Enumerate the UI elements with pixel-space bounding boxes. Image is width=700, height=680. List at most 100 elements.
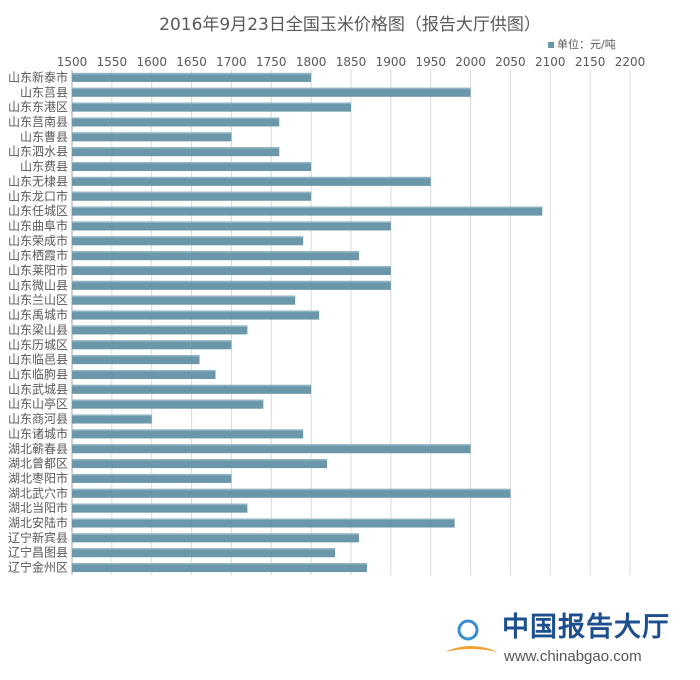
category-label: 湖北安陆市	[8, 515, 68, 530]
x-tick-label: 1600	[136, 55, 167, 69]
bar-highlight	[72, 236, 304, 238]
bar-highlight	[72, 518, 455, 521]
bar	[72, 162, 312, 172]
category-label: 湖北武穴市	[8, 485, 68, 500]
bar-highlight	[72, 414, 152, 417]
legend-swatch	[548, 41, 554, 48]
bar-highlight	[72, 399, 264, 402]
category-label: 辽宁昌图县	[8, 545, 68, 560]
bar	[72, 533, 359, 543]
legend-label: 单位：元/吨	[557, 38, 616, 51]
bar-highlight	[72, 310, 320, 313]
x-tick-label: 2000	[455, 55, 486, 69]
category-label: 山东商河县	[8, 411, 68, 426]
category-label: 山东诸城市	[8, 426, 68, 441]
bar	[72, 251, 359, 261]
bar-highlight	[72, 191, 312, 194]
legend: 单位：元/吨	[548, 38, 616, 51]
bar-highlight	[72, 266, 391, 268]
watermark-logo: 中国报告大厅 www.chinabgao.com	[440, 610, 690, 670]
bar	[72, 340, 232, 350]
category-label: 山东荣成市	[8, 233, 68, 248]
x-tick-label: 1900	[376, 55, 407, 69]
bar	[72, 369, 216, 379]
bar-highlight	[72, 488, 511, 491]
bar-highlight	[72, 459, 328, 461]
category-label: 山东费县	[20, 160, 68, 174]
bar	[72, 87, 471, 97]
bar-chart: 1500 1550 1600 1650 1700 1750 1800 1850 1900 1950…	[8, 55, 645, 575]
bar	[72, 325, 248, 335]
category-label: 山东栖霞市	[8, 248, 68, 263]
bar-highlight	[72, 503, 248, 506]
bar	[72, 444, 471, 454]
category-label: 湖北枣阳市	[8, 470, 68, 485]
bar	[72, 206, 543, 216]
x-tick-label: 2100	[535, 55, 566, 69]
logo-name: 中国报告大厅	[502, 612, 670, 643]
category-label: 山东武城县	[8, 382, 68, 396]
bar-highlight	[72, 280, 391, 283]
category-label: 山东曹县	[20, 130, 68, 144]
bar-highlight	[72, 162, 312, 164]
bar-highlight	[72, 444, 471, 446]
x-tick-label: 1500	[57, 55, 88, 69]
logo-icon	[445, 619, 498, 652]
bar-highlight	[72, 533, 359, 535]
category-label: 山东任城区	[8, 204, 68, 218]
x-tick-label: 1750	[256, 55, 287, 69]
bar	[72, 310, 320, 320]
category-label: 山东微山县	[8, 278, 68, 292]
bar	[72, 132, 232, 142]
bar	[72, 176, 431, 186]
category-label: 山东龙口市	[8, 188, 68, 203]
logo-url: www.chinabgao.com	[504, 648, 642, 665]
bar-highlight	[72, 251, 359, 253]
bar	[72, 563, 367, 573]
category-label: 山东历城区	[8, 338, 68, 352]
bar	[72, 72, 312, 82]
bar	[72, 236, 304, 246]
bar	[72, 355, 200, 365]
bar	[72, 117, 280, 127]
x-tick-label: 1800	[296, 55, 327, 69]
bar	[72, 473, 232, 483]
category-label: 湖北蕲春县	[8, 441, 68, 456]
bar	[72, 102, 351, 112]
bar	[72, 488, 511, 498]
bar-highlight	[72, 340, 232, 342]
bar-highlight	[72, 473, 232, 476]
bar	[72, 280, 391, 290]
bar-highlight	[72, 176, 431, 179]
bar	[72, 503, 248, 513]
bar	[72, 266, 391, 276]
bar-highlight	[72, 102, 351, 105]
category-label: 山东梁山县	[8, 322, 68, 337]
bar	[72, 399, 264, 409]
bar-highlight	[72, 87, 471, 90]
bar	[72, 429, 304, 439]
category-label: 湖北当阳市	[8, 500, 68, 515]
x-tick-label: 2150	[575, 55, 606, 69]
x-tick-label: 1950	[415, 55, 446, 69]
category-label: 山东禹城市	[8, 307, 68, 322]
x-tick-label: 1650	[176, 55, 207, 69]
category-label: 山东兰山区	[8, 293, 68, 307]
bar-highlight	[72, 221, 391, 223]
category-label: 山东曲阜市	[8, 218, 68, 233]
category-label: 山东无棣县	[8, 173, 68, 188]
x-tick-label: 1550	[97, 55, 128, 69]
category-label: 山东莒县	[20, 85, 68, 99]
bar	[72, 548, 336, 558]
bar	[72, 414, 152, 424]
bar	[72, 147, 280, 157]
bar	[72, 295, 296, 305]
bar	[72, 459, 328, 469]
category-label: 山东临邑县	[8, 353, 68, 367]
category-label: 山东临朐县	[8, 366, 68, 381]
category-label: 湖北曾都区	[8, 456, 68, 471]
chart-title: 2016年9月23日全国玉米价格图（报告大厅供图）	[159, 15, 541, 35]
bar-highlight	[72, 429, 304, 431]
category-label: 辽宁新宾县	[8, 530, 68, 545]
category-label: 山东泗水县	[8, 145, 68, 159]
